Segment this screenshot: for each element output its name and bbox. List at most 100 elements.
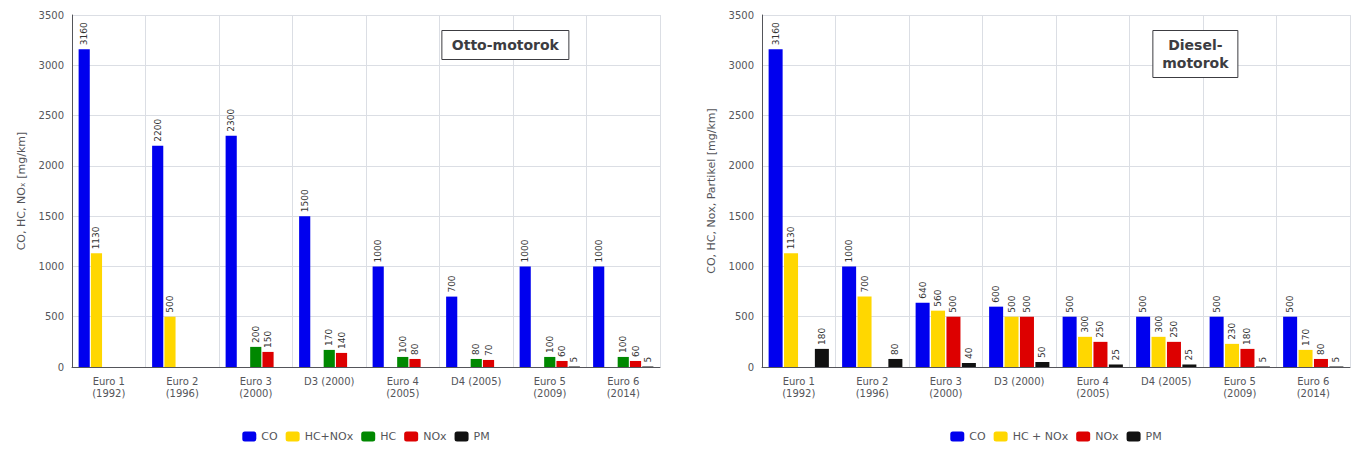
- svg-text:(1996): (1996): [166, 388, 199, 399]
- svg-text:(2014): (2014): [1297, 388, 1330, 399]
- svg-text:3500: 3500: [39, 10, 64, 21]
- svg-text:700: 700: [447, 275, 457, 292]
- svg-text:Euro 1: Euro 1: [93, 376, 125, 387]
- svg-text:5: 5: [569, 357, 579, 363]
- svg-text:500: 500: [948, 295, 958, 312]
- svg-text:700: 700: [860, 275, 870, 292]
- svg-text:560: 560: [933, 289, 943, 306]
- svg-text:250: 250: [1095, 320, 1105, 337]
- svg-text:500: 500: [165, 295, 175, 312]
- svg-text:170: 170: [324, 328, 334, 345]
- svg-text:(2005): (2005): [1076, 388, 1109, 399]
- svg-text:100: 100: [545, 335, 555, 352]
- svg-text:500: 500: [1065, 295, 1075, 312]
- svg-text:100: 100: [398, 335, 408, 352]
- svg-text:1500: 1500: [39, 211, 64, 222]
- svg-text:0: 0: [748, 362, 754, 373]
- svg-text:500: 500: [735, 311, 754, 322]
- svg-text:2000: 2000: [39, 160, 64, 171]
- svg-text:5: 5: [643, 357, 653, 363]
- svg-text:1000: 1000: [594, 239, 604, 262]
- svg-text:1000: 1000: [844, 239, 854, 262]
- svg-text:CO, HC, NOₓ [mg/km]: CO, HC, NOₓ [mg/km]: [15, 132, 28, 251]
- svg-text:1000: 1000: [39, 261, 64, 272]
- svg-text:(1996): (1996): [856, 388, 889, 399]
- svg-text:180: 180: [817, 327, 827, 344]
- svg-text:NOx: NOx: [1095, 430, 1119, 443]
- svg-text:3160: 3160: [79, 22, 89, 45]
- svg-text:Euro 4: Euro 4: [387, 376, 419, 387]
- svg-text:70: 70: [484, 344, 494, 356]
- svg-text:CO, HC, Nox, Partikel [mg/km]: CO, HC, Nox, Partikel [mg/km]: [705, 108, 718, 274]
- svg-text:Euro 3: Euro 3: [240, 376, 272, 387]
- svg-text:3160: 3160: [771, 22, 781, 45]
- svg-text:60: 60: [631, 345, 641, 357]
- svg-text:230: 230: [1227, 322, 1237, 339]
- svg-text:5: 5: [1331, 357, 1341, 363]
- svg-text:2300: 2300: [226, 109, 236, 132]
- svg-text:3000: 3000: [39, 60, 64, 71]
- svg-text:NOx: NOx: [423, 430, 447, 443]
- svg-text:(1992): (1992): [92, 388, 125, 399]
- svg-text:500: 500: [45, 311, 64, 322]
- svg-text:Euro 3: Euro 3: [930, 376, 962, 387]
- svg-text:CO: CO: [261, 430, 278, 443]
- svg-text:PM: PM: [1146, 430, 1162, 443]
- svg-text:1000: 1000: [729, 261, 754, 272]
- svg-text:25: 25: [1111, 349, 1121, 360]
- svg-text:(2000): (2000): [929, 388, 962, 399]
- svg-text:2000: 2000: [729, 160, 754, 171]
- svg-text:80: 80: [890, 343, 900, 355]
- svg-text:80: 80: [1316, 343, 1326, 355]
- svg-text:1500: 1500: [300, 189, 310, 212]
- svg-text:HC: HC: [380, 430, 396, 443]
- svg-text:Euro 6: Euro 6: [1297, 376, 1329, 387]
- svg-text:25: 25: [1184, 349, 1194, 360]
- svg-text:3500: 3500: [729, 10, 754, 21]
- svg-text:1000: 1000: [373, 239, 383, 262]
- svg-text:(2000): (2000): [239, 388, 272, 399]
- svg-text:Euro 6: Euro 6: [607, 376, 639, 387]
- svg-text:(2009): (2009): [1223, 388, 1256, 399]
- svg-text:1130: 1130: [91, 226, 101, 249]
- svg-text:50: 50: [1037, 346, 1047, 358]
- svg-text:500: 500: [1212, 295, 1222, 312]
- svg-text:Euro 1: Euro 1: [783, 376, 815, 387]
- svg-text:300: 300: [1154, 315, 1164, 332]
- svg-text:D4 (2005): D4 (2005): [451, 376, 502, 387]
- svg-text:500: 500: [1022, 295, 1032, 312]
- svg-text:140: 140: [337, 331, 347, 348]
- svg-text:Otto-motorok: Otto-motorok: [452, 37, 560, 53]
- svg-text:300: 300: [1080, 315, 1090, 332]
- svg-text:CO: CO: [969, 430, 986, 443]
- svg-text:600: 600: [991, 285, 1001, 302]
- svg-text:80: 80: [410, 343, 420, 355]
- svg-text:2200: 2200: [153, 119, 163, 142]
- svg-text:1500: 1500: [729, 211, 754, 222]
- svg-text:Euro 2: Euro 2: [166, 376, 198, 387]
- svg-text:500: 500: [1285, 295, 1295, 312]
- svg-text:180: 180: [1242, 327, 1252, 344]
- svg-text:1130: 1130: [786, 226, 796, 249]
- svg-text:Euro 5: Euro 5: [1224, 376, 1256, 387]
- svg-text:D3 (2000): D3 (2000): [994, 376, 1045, 387]
- svg-text:2500: 2500: [39, 110, 64, 121]
- svg-text:Diesel-: Diesel-: [1168, 37, 1223, 53]
- svg-text:250: 250: [1169, 320, 1179, 337]
- svg-text:(1992): (1992): [782, 388, 815, 399]
- svg-text:200: 200: [251, 325, 261, 342]
- svg-text:60: 60: [557, 345, 567, 357]
- svg-text:Euro 4: Euro 4: [1077, 376, 1109, 387]
- svg-text:HC+NOx: HC+NOx: [305, 430, 354, 443]
- svg-text:500: 500: [1007, 295, 1017, 312]
- svg-text:2500: 2500: [729, 110, 754, 121]
- svg-text:(2005): (2005): [386, 388, 419, 399]
- svg-text:1000: 1000: [520, 239, 530, 262]
- svg-text:5: 5: [1258, 357, 1268, 363]
- svg-text:D3 (2000): D3 (2000): [304, 376, 355, 387]
- svg-text:Euro 5: Euro 5: [534, 376, 566, 387]
- svg-text:150: 150: [263, 330, 273, 347]
- svg-text:(2009): (2009): [533, 388, 566, 399]
- svg-text:motorok: motorok: [1162, 55, 1229, 71]
- svg-text:100: 100: [618, 335, 628, 352]
